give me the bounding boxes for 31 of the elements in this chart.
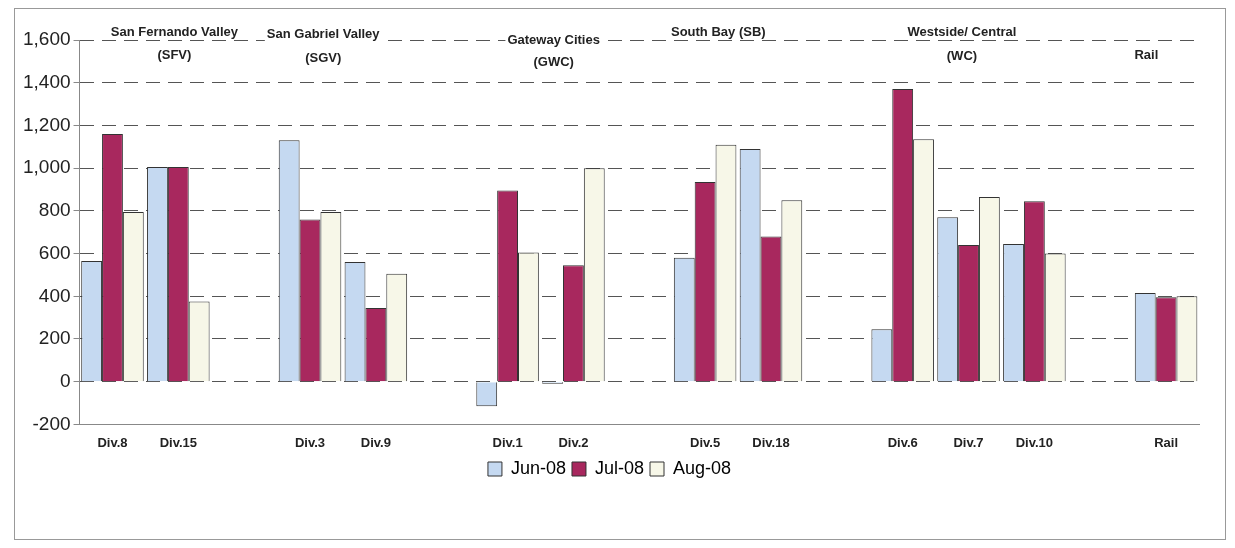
x-tick-label: Div.7 xyxy=(953,434,984,450)
x-tick-label: Div.9 xyxy=(360,434,391,450)
x-tick-label: Div.2 xyxy=(558,434,589,450)
x-tick-label: Div.3 xyxy=(294,434,326,450)
x-tick-label: Div.10 xyxy=(1015,434,1054,450)
annotation: Rail xyxy=(1134,46,1159,62)
annotation: San Fernando Valley (SFV) xyxy=(110,23,239,62)
y-tick-label: 600 xyxy=(38,241,71,263)
y-tick-label: 200 xyxy=(38,327,71,349)
x-tick-label: Div.1 xyxy=(492,434,523,450)
text: South Bay (SB) xyxy=(670,23,766,39)
x-tick-label: Div.15 xyxy=(159,434,197,450)
x-tick-label: Div.5 xyxy=(690,434,721,450)
y-tick-label: 0 xyxy=(59,369,71,391)
x-tick-label: Div.18 xyxy=(752,434,790,450)
y-tick-label: -200 xyxy=(32,412,71,434)
y-tick-label: 1,000 xyxy=(23,156,71,178)
x-tick-label: Rail xyxy=(1154,434,1178,450)
annotation: San Gabriel Valley (SGV) xyxy=(266,25,381,65)
x-tick-label: Div.6 xyxy=(887,434,918,450)
legend-label: Jun-08 xyxy=(510,457,566,478)
annotation: Gateway Cities (GWC) xyxy=(507,31,600,69)
annotation: Westside/ Central (WC) xyxy=(907,23,1017,63)
y-tick-label: 800 xyxy=(38,199,71,221)
y-tick-label: 1,600 xyxy=(23,28,71,50)
y-tick-label: 400 xyxy=(38,284,71,306)
x-tick-label: Div.8 xyxy=(97,434,128,450)
y-tick-label: 1,400 xyxy=(23,70,71,92)
y-tick-label: 1,200 xyxy=(23,113,71,135)
legend-label: Aug-08 xyxy=(673,457,732,478)
legend-label: Jul-08 xyxy=(594,457,645,478)
